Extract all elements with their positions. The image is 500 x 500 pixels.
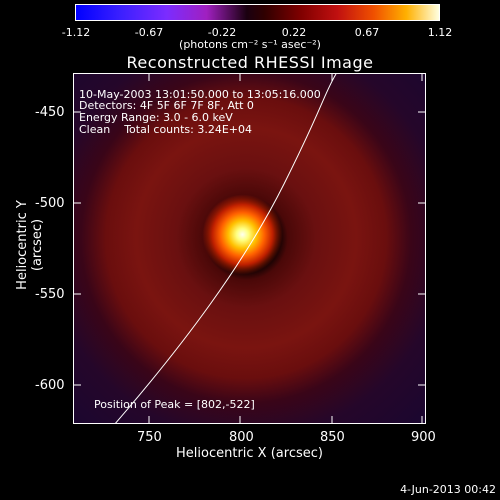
- image-title: Reconstructed RHESSI Image: [126, 53, 374, 72]
- colorbar-tick: -0.67: [134, 26, 164, 39]
- y-tick-label: -500: [35, 196, 65, 211]
- x-tick-label: 900: [411, 430, 436, 445]
- solar-limb-line: [115, 74, 337, 423]
- x-tick-label: 800: [229, 430, 254, 445]
- colorbar-tick: -1.12: [61, 26, 91, 39]
- colorbar-tick: 1.12: [427, 26, 453, 39]
- info-clean: Clean Total counts: 3.24E+04: [79, 123, 253, 136]
- info-peak: Position of Peak = [802,-522]: [94, 398, 255, 411]
- colorbar: [75, 4, 440, 21]
- colorbar-tick: -0.22: [207, 26, 237, 39]
- colorbar-unit: (photons cm⁻² s⁻¹ asec⁻²): [179, 38, 321, 51]
- colorbar-tick: 0.67: [354, 26, 380, 39]
- colorbar-tick: 0.22: [281, 26, 307, 39]
- x-axis-label: Heliocentric X (arcsec): [176, 446, 323, 461]
- footer-timestamp: 4-Jun-2013 00:42: [400, 483, 496, 496]
- y-tick-label: -450: [35, 105, 65, 120]
- y-axis-label: Heliocentric Y (arcsec): [15, 200, 45, 290]
- info-energy: Energy Range: 3.0 - 6.0 keV: [79, 111, 233, 124]
- y-tick-label: -600: [35, 378, 65, 393]
- y-tick-label: -550: [35, 287, 65, 302]
- rhessi-image: [74, 74, 425, 423]
- image-plot: [73, 73, 426, 424]
- x-tick-label: 850: [320, 430, 345, 445]
- x-tick-label: 750: [137, 430, 162, 445]
- info-time-range: 10-May-2003 13:01:50.000 to 13:05:16.000: [79, 88, 321, 101]
- info-detectors: Detectors: 4F 5F 6F 7F 8F, Att 0: [79, 99, 254, 112]
